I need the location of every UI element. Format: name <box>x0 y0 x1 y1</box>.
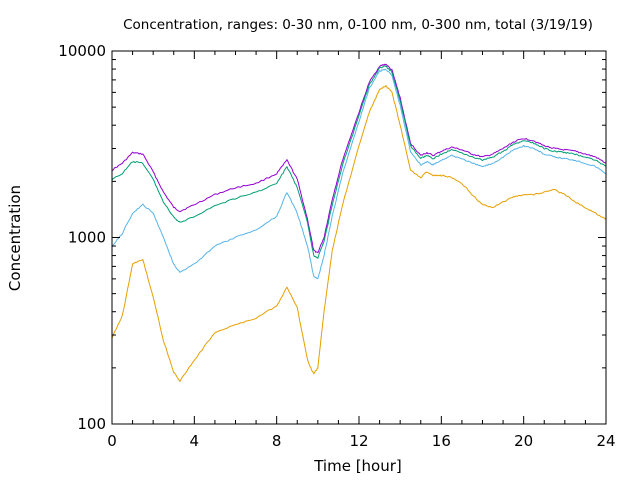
y-tick-label: 10000 <box>58 42 106 60</box>
y-tick-label: 1000 <box>68 229 106 247</box>
x-tick-label: 24 <box>596 432 615 450</box>
series-line-3 <box>111 68 607 280</box>
chart-title: Concentration, ranges: 0-30 nm, 0-100 nm… <box>123 17 593 33</box>
axis-layer: 0 4 8 12 16 20 24 100 1000 10000 <box>58 42 615 450</box>
series-line-1 <box>111 63 607 254</box>
plot-frame <box>111 50 607 425</box>
x-tick-label: 0 <box>107 432 117 450</box>
y-tick-label: 100 <box>77 415 106 433</box>
series-line-2 <box>111 65 607 259</box>
x-tick-label: 8 <box>272 432 282 450</box>
x-tick-label: 16 <box>432 432 451 450</box>
series-line-4 <box>111 85 607 382</box>
x-tick-label: 20 <box>514 432 533 450</box>
y-axis-label: Concentration <box>6 185 24 291</box>
series-layer <box>111 63 607 382</box>
x-tick-label: 12 <box>349 432 368 450</box>
x-axis-label: Time [hour] <box>313 457 402 475</box>
x-tick-label: 4 <box>190 432 200 450</box>
